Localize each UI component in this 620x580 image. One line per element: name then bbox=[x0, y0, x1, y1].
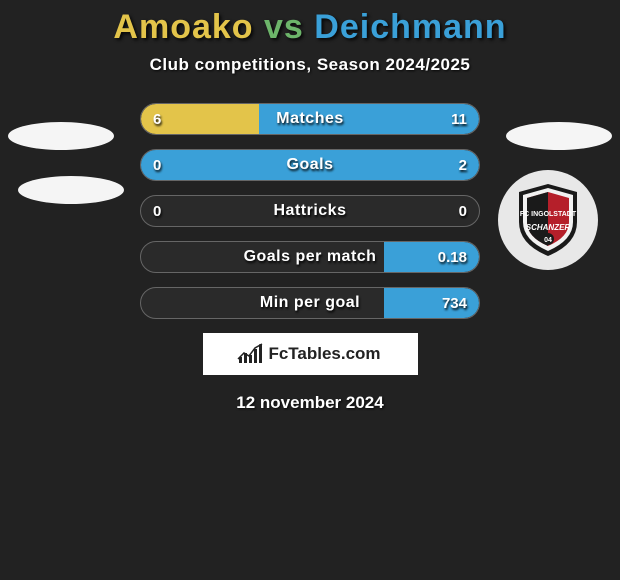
stat-label: Matches bbox=[141, 104, 479, 134]
stat-label: Goals bbox=[141, 150, 479, 180]
subtitle: Club competitions, Season 2024/2025 bbox=[0, 55, 620, 75]
chart-icon bbox=[239, 345, 262, 363]
svg-text:FC INGOLSTADT: FC INGOLSTADT bbox=[520, 211, 577, 218]
club-crest: FC INGOLSTADT SCHANZER 04 bbox=[498, 170, 598, 270]
player1-badge-top bbox=[8, 122, 114, 150]
stat-row: 0.18Goals per match bbox=[140, 241, 480, 273]
player2-badge-top bbox=[506, 122, 612, 150]
stat-row: 611Matches bbox=[140, 103, 480, 135]
brand-badge: FcTables.com bbox=[203, 333, 418, 375]
svg-text:04: 04 bbox=[544, 237, 552, 244]
page-title: Amoako vs Deichmann bbox=[0, 8, 620, 47]
stat-label: Goals per match bbox=[141, 242, 479, 272]
date-label: 12 november 2024 bbox=[0, 393, 620, 413]
stat-label: Min per goal bbox=[141, 288, 479, 318]
svg-text:SCHANZER: SCHANZER bbox=[526, 223, 571, 232]
stat-row: 734Min per goal bbox=[140, 287, 480, 319]
vs-word: vs bbox=[264, 8, 304, 46]
stat-label: Hattricks bbox=[141, 196, 479, 226]
stat-row: 02Goals bbox=[140, 149, 480, 181]
player1-badge-mid bbox=[18, 176, 124, 204]
player1-name: Amoako bbox=[113, 8, 253, 46]
player2-name: Deichmann bbox=[314, 8, 506, 46]
brand-text: FcTables.com bbox=[268, 344, 380, 364]
shield-icon: FC INGOLSTADT SCHANZER 04 bbox=[515, 182, 581, 258]
comparison-card: Amoako vs Deichmann Club competitions, S… bbox=[0, 0, 620, 413]
stat-row: 00Hattricks bbox=[140, 195, 480, 227]
